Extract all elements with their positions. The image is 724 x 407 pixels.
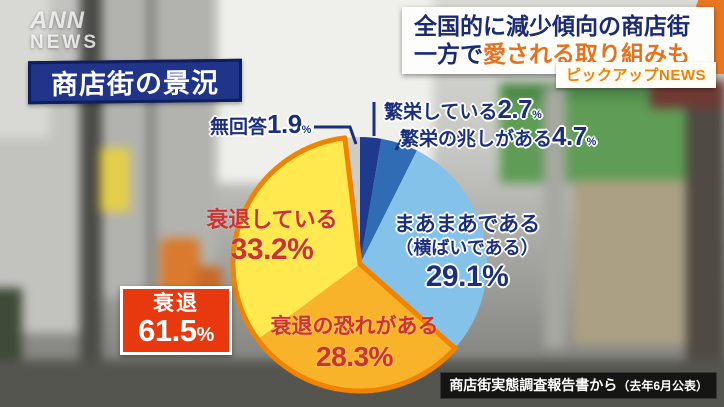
leader-lines [314,102,460,151]
ann-logo: ANN [30,7,85,34]
news-logo-text: NEWS [30,32,99,54]
headline-line1: 全国的に減少傾向の商店街 [414,13,690,39]
channel-watermark: ANN NEWS [30,8,99,53]
label-no-answer: 無回答1.9% [210,109,311,139]
pie-slice-2 [360,150,487,349]
leader-line-signs-of-thriving [394,135,460,151]
label-fear-of-decline: 衰退の恐れがある 28.3% [270,315,439,372]
leader-line-no-answer [314,125,358,145]
label-signs-of-thriving: 繁栄の兆しがある4.7% [400,121,596,151]
headline-line2: 一方で愛される取り組みも [414,40,702,68]
pie-slice-4 [233,137,360,340]
pie-slice-1 [360,138,417,264]
source-attribution: 商店街実態調査報告書から（去年6月公表） [440,372,717,399]
declining-summary-box: 衰退 61.5% [120,286,232,355]
declining-group-outline [230,135,458,394]
label-so-so: まあまあである （横ばいである） 29.1% [393,213,541,293]
pickup-news-badge: ピックアップNEWS [556,62,717,88]
pie-slices [230,135,487,394]
headline-line2-prefix: 一方で [414,41,483,67]
pie-slice-3 [257,264,456,392]
label-thriving: 繁栄している2.7% [384,94,542,124]
pie-slice-0 [360,137,382,264]
label-declining: 衰退している 33.2% [206,207,338,266]
